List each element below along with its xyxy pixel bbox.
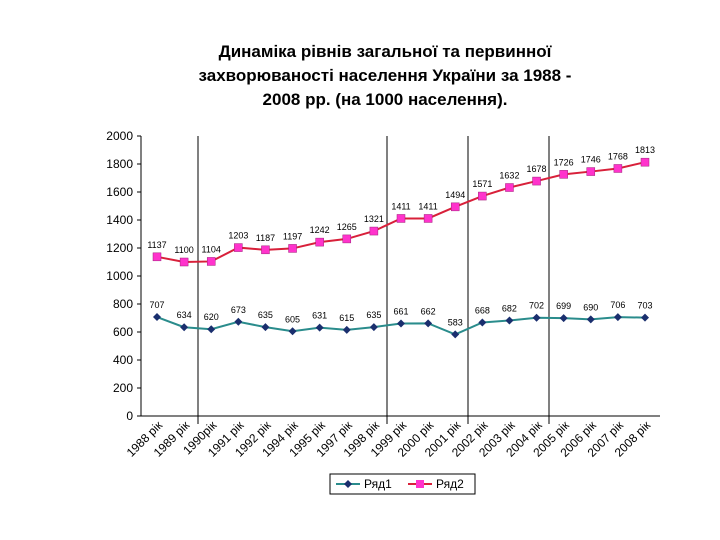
marker	[342, 234, 352, 244]
data-label: 635	[366, 310, 381, 320]
marker	[450, 202, 460, 212]
data-label: 702	[529, 301, 544, 311]
y-tick-label: 1000	[106, 269, 133, 283]
marker	[532, 313, 541, 322]
y-tick-label: 0	[126, 409, 133, 423]
data-label: 699	[556, 301, 571, 311]
data-label: 1137	[147, 240, 166, 250]
data-label: 1411	[418, 201, 437, 211]
data-label: 682	[502, 304, 517, 314]
data-label: 661	[393, 306, 408, 316]
marker	[423, 214, 433, 223]
data-label: 1494	[445, 190, 465, 200]
data-label: 1100	[174, 245, 193, 255]
marker	[613, 313, 622, 322]
y-tick-label: 600	[113, 325, 133, 339]
marker	[288, 327, 297, 336]
marker	[586, 167, 596, 176]
marker	[234, 243, 243, 252]
data-label: 1187	[256, 233, 275, 243]
marker	[478, 191, 487, 201]
y-tick-label: 800	[113, 297, 133, 311]
data-label: 1571	[472, 179, 492, 189]
marker	[153, 313, 161, 322]
marker	[369, 323, 378, 332]
data-label: 635	[258, 310, 273, 320]
data-label: 615	[339, 313, 354, 323]
marker	[206, 257, 216, 266]
data-label: 1746	[581, 155, 601, 165]
marker	[586, 315, 595, 324]
marker	[207, 325, 216, 334]
data-label: 1203	[228, 231, 248, 241]
legend-label: Ряд2	[436, 477, 464, 491]
y-tick-label: 1600	[106, 185, 133, 199]
data-label: 1197	[283, 231, 302, 241]
marker	[315, 323, 324, 332]
data-label: 1813	[635, 145, 655, 155]
marker	[559, 170, 568, 179]
data-label: 1678	[527, 164, 547, 174]
marker	[532, 176, 541, 186]
marker	[613, 164, 623, 173]
chart-title: захворюваності населення України за 1988…	[199, 66, 572, 85]
data-label: 706	[610, 300, 625, 310]
marker	[505, 316, 514, 325]
marker	[478, 318, 487, 327]
y-tick-label: 1800	[106, 157, 133, 171]
y-tick-label: 400	[113, 353, 133, 367]
data-label: 1104	[202, 244, 221, 254]
legend-marker	[344, 480, 352, 488]
data-label: 620	[204, 312, 219, 322]
marker	[288, 244, 297, 253]
marker	[397, 319, 405, 328]
marker	[261, 323, 270, 332]
data-label: 1768	[608, 151, 628, 161]
data-label: 1265	[337, 222, 357, 232]
data-label: 605	[285, 314, 300, 324]
y-tick-label: 2000	[106, 129, 133, 143]
marker	[342, 325, 351, 334]
marker	[369, 226, 379, 236]
y-tick-label: 1200	[106, 241, 133, 255]
data-label: 1411	[391, 201, 410, 211]
data-label: 634	[177, 310, 192, 320]
data-label: 662	[421, 306, 436, 316]
chart-title: Динаміка рівнів загальної та первинної	[219, 42, 553, 61]
y-tick-label: 200	[113, 381, 133, 395]
marker	[424, 319, 433, 328]
data-label: 668	[475, 305, 490, 315]
marker	[641, 313, 649, 322]
marker	[261, 245, 270, 255]
data-label: 1726	[554, 157, 574, 167]
legend-label: Ряд1	[364, 477, 392, 491]
data-label: 703	[637, 301, 652, 311]
data-label: 1321	[364, 214, 384, 224]
marker	[505, 183, 514, 192]
marker	[559, 314, 568, 323]
data-label: 583	[448, 317, 463, 327]
legend-box	[329, 473, 476, 495]
data-label: 690	[583, 302, 598, 312]
data-label: 673	[231, 305, 246, 315]
series-line	[156, 161, 646, 264]
marker	[396, 214, 406, 223]
data-label: 1632	[499, 171, 519, 181]
marker	[180, 323, 189, 332]
marker	[315, 237, 324, 247]
legend-marker	[416, 480, 424, 488]
marker	[179, 257, 189, 267]
chart-title: 2008 рр. (на 1000 населення).	[263, 90, 508, 109]
marker	[234, 317, 243, 326]
data-label: 1242	[310, 225, 330, 235]
y-tick-label: 1400	[106, 213, 133, 227]
data-label: 631	[312, 311, 327, 321]
data-label: 707	[149, 300, 164, 310]
marker	[152, 252, 162, 262]
marker	[640, 157, 650, 167]
marker	[451, 330, 460, 339]
